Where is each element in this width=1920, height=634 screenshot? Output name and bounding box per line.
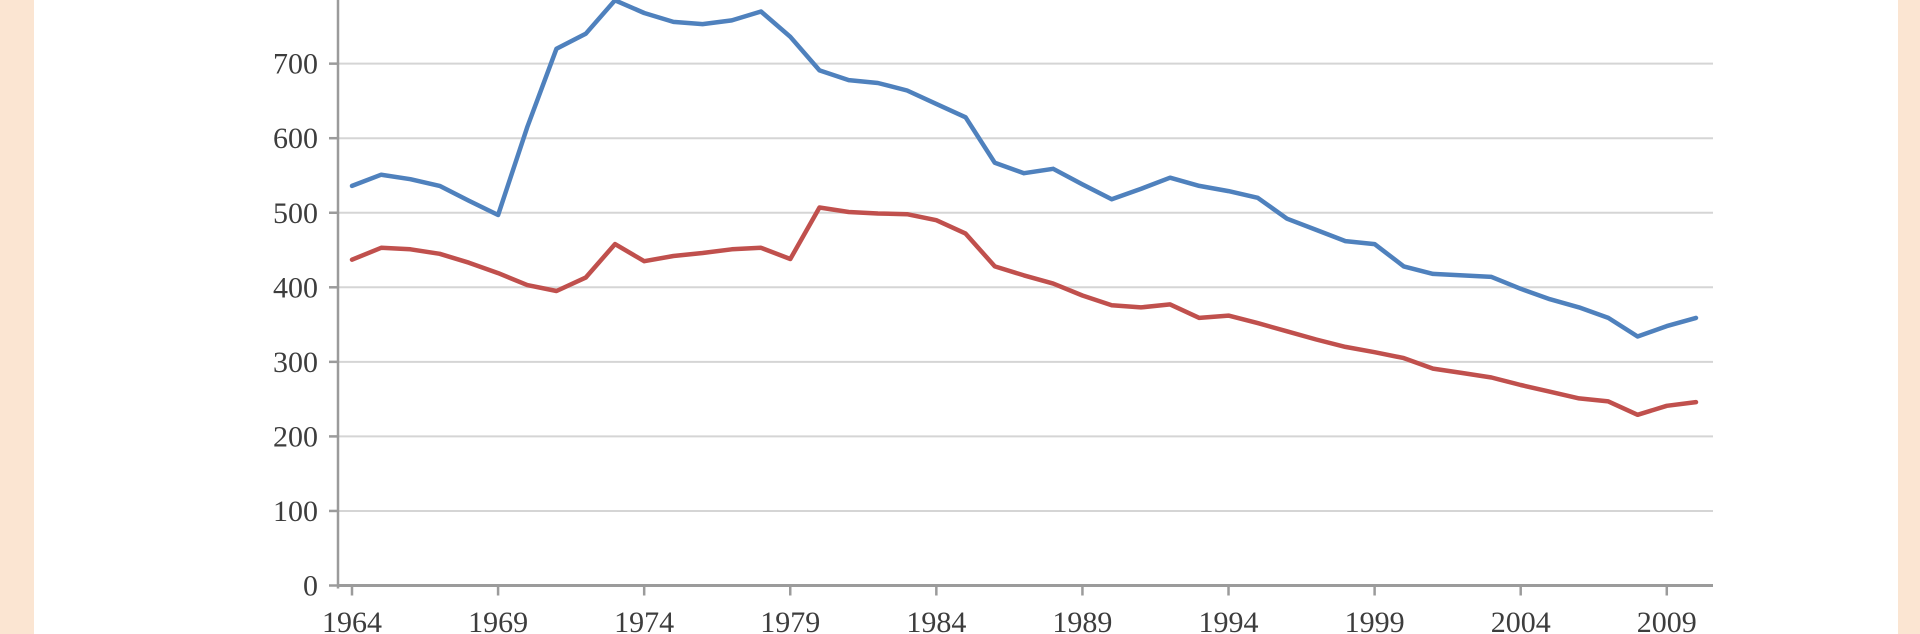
y-tick-label-0: 0 xyxy=(303,570,318,603)
y-tick-label-300: 300 xyxy=(273,346,318,379)
y-tick-label-200: 200 xyxy=(273,420,318,453)
y-tick-label-400: 400 xyxy=(273,271,318,304)
x-tick-label-2009: 2009 xyxy=(1637,606,1697,634)
x-tick-label-1969: 1969 xyxy=(468,606,528,634)
x-tick-label-1999: 1999 xyxy=(1345,606,1405,634)
y-tick-label-600: 600 xyxy=(273,122,318,155)
x-tick-label-2004: 2004 xyxy=(1491,606,1551,634)
y-tick-label-700: 700 xyxy=(273,48,318,81)
x-tick-label-1989: 1989 xyxy=(1052,606,1112,634)
blue-series-line xyxy=(349,0,1699,339)
y-tick-label-100: 100 xyxy=(273,495,318,528)
x-tick-label-1964: 1964 xyxy=(322,606,382,634)
y-tick-label-500: 500 xyxy=(273,197,318,230)
red-series-line xyxy=(349,205,1699,418)
x-tick-label-1994: 1994 xyxy=(1199,606,1259,634)
page-right-border xyxy=(1898,0,1920,634)
page-left-border xyxy=(0,0,34,634)
x-tick-label-1979: 1979 xyxy=(760,606,820,634)
x-tick-label-1974: 1974 xyxy=(614,606,674,634)
x-tick-label-1984: 1984 xyxy=(906,606,966,634)
